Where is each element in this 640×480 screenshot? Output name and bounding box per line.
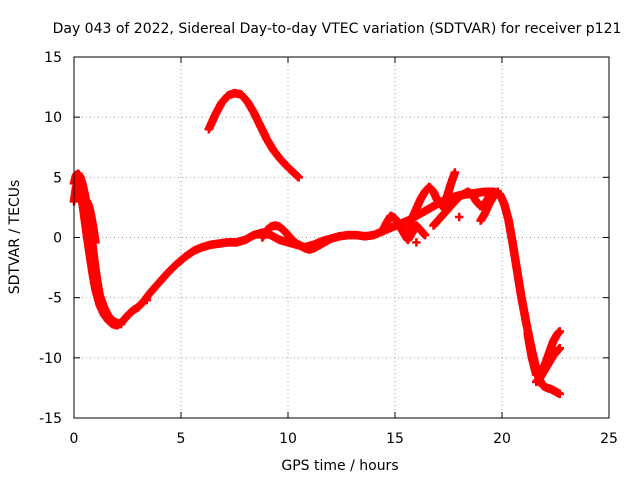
chart-title: Day 043 of 2022, Sidereal Day-to-day VTE… xyxy=(53,21,622,37)
y-tick-label: 15 xyxy=(44,50,62,66)
y-tick-label: 5 xyxy=(53,170,62,186)
data-point-marker xyxy=(555,389,565,399)
x-tick-label: 5 xyxy=(177,431,186,447)
data-point-marker xyxy=(142,295,152,305)
series-arc-11 xyxy=(531,343,565,387)
y-tick-label: 0 xyxy=(53,231,62,247)
data-point-marker xyxy=(555,343,565,353)
data-point-marker xyxy=(493,187,502,197)
data-point-marker xyxy=(412,238,421,247)
x-axis-label: GPS time / hours xyxy=(281,458,398,474)
tick-layer: 0 5 10 15 20 25 -15 -10 -5 0 5 10 15 xyxy=(39,50,618,447)
x-tick-label: 20 xyxy=(493,431,511,447)
series-outliers xyxy=(142,212,464,305)
data-point-marker xyxy=(454,212,464,222)
data-point-marker xyxy=(450,168,460,177)
y-tick-label: -10 xyxy=(39,351,62,367)
y-tick-label: 10 xyxy=(44,110,62,126)
series-arc-7 xyxy=(403,168,460,233)
y-tick-label: -5 xyxy=(48,291,62,307)
data-point-marker xyxy=(294,173,303,182)
data-point-marker xyxy=(91,238,100,247)
x-tick-label: 15 xyxy=(386,431,404,447)
y-axis-label: SDTVAR / TECUs xyxy=(7,180,23,295)
grid-layer xyxy=(74,57,609,418)
series-arc-9 xyxy=(476,187,502,225)
data-point-marker xyxy=(326,234,336,243)
data-point-marker xyxy=(420,230,430,240)
series-arc-3 xyxy=(80,194,100,247)
x-tick-label: 0 xyxy=(70,431,79,447)
y-tick-label: -15 xyxy=(39,411,62,427)
series-arc-6 xyxy=(377,211,430,245)
series-arc-8 xyxy=(429,187,498,230)
data-layer xyxy=(69,88,565,399)
x-tick-label: 25 xyxy=(600,431,618,447)
data-point-marker xyxy=(555,327,565,336)
data-point-marker xyxy=(116,319,126,329)
series-arc-4 xyxy=(204,88,303,182)
x-tick-label: 10 xyxy=(279,431,297,447)
plot-frame xyxy=(73,56,610,419)
series-arc-5 xyxy=(258,221,336,254)
